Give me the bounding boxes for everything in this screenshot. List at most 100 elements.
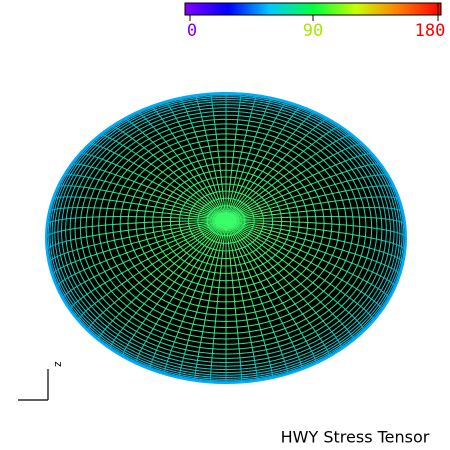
mesh-line bbox=[256, 117, 260, 119]
mesh-line bbox=[150, 195, 152, 198]
mesh-line bbox=[192, 117, 196, 119]
mesh-line bbox=[292, 270, 295, 272]
mesh-line bbox=[188, 187, 190, 190]
mesh-line bbox=[310, 244, 313, 247]
mesh-line bbox=[265, 172, 267, 174]
mesh-line bbox=[272, 160, 275, 163]
mesh-line bbox=[189, 316, 193, 319]
mesh-line bbox=[169, 173, 172, 176]
mesh-line bbox=[198, 324, 202, 327]
mesh-line bbox=[257, 193, 259, 195]
wireframe bbox=[45, 92, 407, 384]
mesh-line bbox=[181, 268, 183, 270]
mesh-line bbox=[198, 312, 202, 314]
mesh-line bbox=[194, 161, 197, 163]
mesh-line bbox=[252, 330, 256, 332]
mesh-line bbox=[137, 238, 140, 241]
mesh-line bbox=[187, 188, 189, 190]
mesh-line bbox=[276, 251, 279, 254]
colorbar-tick-label: 180 bbox=[415, 21, 446, 41]
mesh-line bbox=[152, 251, 154, 253]
mesh-line bbox=[180, 166, 183, 169]
mesh-line bbox=[264, 321, 268, 324]
mesh-line bbox=[275, 264, 277, 266]
mesh-line bbox=[188, 280, 191, 282]
mesh-line bbox=[188, 198, 190, 200]
mesh-line bbox=[194, 142, 197, 144]
mesh-line bbox=[269, 268, 271, 270]
mesh-line bbox=[189, 132, 193, 134]
mesh-line bbox=[186, 294, 189, 297]
mesh-line bbox=[141, 248, 144, 251]
mesh-line bbox=[255, 161, 258, 163]
mesh-line bbox=[155, 204, 157, 206]
mesh-line bbox=[139, 201, 141, 203]
mesh-line bbox=[343, 243, 345, 247]
mesh-line bbox=[264, 144, 267, 147]
mesh-line bbox=[273, 177, 276, 180]
mesh-line bbox=[129, 204, 132, 207]
mesh-line bbox=[369, 242, 371, 246]
mesh-line bbox=[266, 191, 269, 193]
mesh-line bbox=[267, 285, 270, 288]
mesh-line bbox=[259, 195, 262, 198]
mesh-line bbox=[262, 132, 265, 135]
mesh-line bbox=[253, 275, 256, 277]
mesh-line bbox=[300, 195, 302, 198]
mesh-line bbox=[259, 246, 261, 248]
mesh-line bbox=[300, 182, 303, 185]
mesh-line bbox=[325, 249, 328, 252]
mesh-line bbox=[195, 125, 199, 128]
mesh-line bbox=[262, 315, 265, 318]
mesh-line bbox=[198, 240, 200, 243]
mesh-line bbox=[266, 139, 270, 142]
mesh-line bbox=[300, 261, 303, 264]
mesh-line bbox=[184, 286, 187, 288]
mesh-line bbox=[320, 241, 322, 244]
mesh-line bbox=[255, 202, 257, 204]
mesh-line bbox=[254, 201, 257, 204]
mesh-line bbox=[335, 243, 338, 247]
mesh-line bbox=[274, 282, 277, 285]
mesh-line bbox=[185, 301, 188, 304]
mesh-line bbox=[261, 295, 264, 297]
mesh-line bbox=[294, 187, 297, 189]
mesh-line bbox=[167, 185, 170, 187]
mesh-line bbox=[259, 273, 262, 275]
mesh-line bbox=[280, 173, 283, 176]
mesh-line bbox=[254, 329, 258, 332]
mesh-line bbox=[148, 259, 151, 262]
mesh-line bbox=[100, 245, 103, 248]
mesh-line bbox=[170, 270, 173, 273]
mesh-line bbox=[164, 284, 167, 287]
mesh-line bbox=[253, 190, 255, 193]
mesh-line bbox=[187, 253, 189, 255]
mesh-line bbox=[199, 251, 202, 254]
mesh-line bbox=[362, 248, 364, 252]
mesh-line bbox=[159, 260, 162, 263]
mesh-line bbox=[265, 190, 268, 192]
mesh-line bbox=[163, 253, 166, 255]
mesh-line bbox=[268, 277, 271, 279]
mesh-line bbox=[280, 278, 283, 281]
mesh-line bbox=[266, 300, 269, 303]
mesh-line bbox=[168, 196, 170, 199]
mesh-line bbox=[276, 238, 278, 240]
mesh-line bbox=[170, 164, 174, 167]
mesh-line bbox=[189, 288, 192, 290]
mesh-line bbox=[188, 242, 190, 245]
mesh-line bbox=[343, 204, 345, 207]
mesh-line bbox=[184, 128, 188, 130]
mesh-line bbox=[276, 190, 279, 192]
mesh-line bbox=[121, 205, 124, 208]
mesh-line bbox=[270, 267, 273, 270]
mesh-line bbox=[156, 185, 159, 188]
mesh-line bbox=[149, 245, 151, 248]
mesh-line bbox=[273, 264, 276, 267]
mesh-line bbox=[336, 242, 338, 245]
mesh-line bbox=[256, 335, 260, 337]
mesh-line bbox=[183, 191, 186, 193]
mesh-line bbox=[170, 260, 173, 263]
mesh-line bbox=[107, 243, 109, 247]
mesh-line bbox=[175, 178, 177, 181]
